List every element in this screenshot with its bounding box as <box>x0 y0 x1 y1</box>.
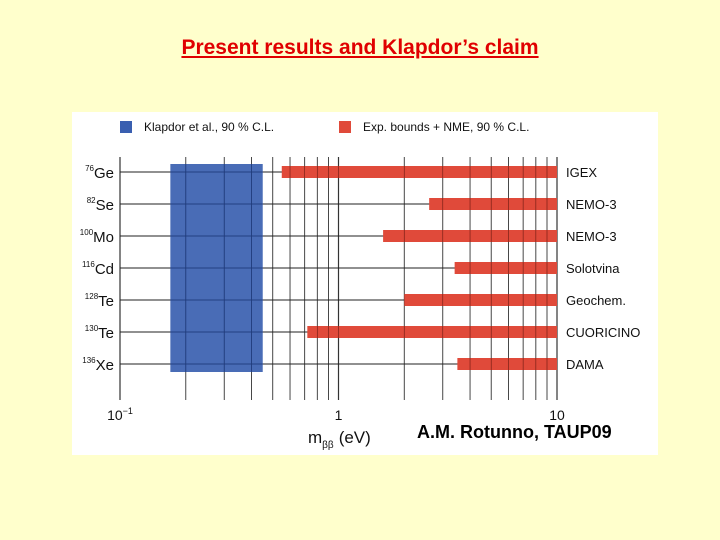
experiment-label: Geochem. <box>566 293 626 308</box>
bound-bar <box>457 358 557 370</box>
x-tick-base: 10 <box>549 407 565 423</box>
legend-label: Klapdor et al., 90 % C.L. <box>144 120 274 134</box>
isotope-mass: 100 <box>80 228 94 237</box>
experiment-label: DAMA <box>566 357 604 372</box>
isotope-element: Ge <box>94 165 114 182</box>
experiment-label: NEMO-3 <box>566 229 617 244</box>
bound-bar <box>429 198 557 210</box>
isotope-label: 136Xe <box>82 356 114 374</box>
experiment-label: IGEX <box>566 165 597 180</box>
isotope-element: Te <box>98 293 114 310</box>
legend-label: Exp. bounds + NME, 90 % C.L. <box>363 120 529 134</box>
experiment-label: Solotvina <box>566 261 620 276</box>
isotope-label: 128Te <box>85 292 114 310</box>
isotope-label: 82Se <box>87 196 114 214</box>
isotope-element: Cd <box>95 261 114 278</box>
figure-credit: A.M. Rotunno, TAUP09 <box>417 422 612 442</box>
isotope-label: 76Ge <box>85 164 114 182</box>
slide-title: Present results and Klapdor’s claim <box>181 36 539 59</box>
isotope-mass: 136 <box>82 356 96 365</box>
x-axis-label: mββ (eV) <box>308 428 371 451</box>
x-tick-label: 1 <box>335 407 343 423</box>
isotope-element: Xe <box>96 357 114 374</box>
experiment-label: NEMO-3 <box>566 197 617 212</box>
x-tick-label: 10 <box>549 407 565 423</box>
isotope-element: Te <box>98 325 114 342</box>
x-axis-label-sub: ββ <box>322 440 334 451</box>
x-tick-label: 10−1 <box>107 406 133 423</box>
chart-svg: 76Ge IGEX 82Se NEMO-3 100Mo NEMO-3 116Cd Solotv… <box>80 120 641 451</box>
isotope-label: 100Mo <box>80 228 114 246</box>
isotope-label: 130Te <box>85 324 114 342</box>
bound-bar <box>404 294 557 306</box>
x-axis-label-main: m <box>308 428 322 447</box>
x-tick-base: 1 <box>335 407 343 423</box>
legend-swatch <box>120 121 132 133</box>
isotope-element: Mo <box>93 229 114 246</box>
isotope-mass: 130 <box>85 324 99 333</box>
isotope-mass: 76 <box>85 164 94 173</box>
legend-swatch <box>339 121 351 133</box>
bound-bar <box>454 262 557 274</box>
isotope-element: Se <box>96 197 114 214</box>
x-tick-exp: −1 <box>123 406 133 416</box>
x-axis-label-unit: (eV) <box>339 428 371 447</box>
chart-figure: 76Ge IGEX 82Se NEMO-3 100Mo NEMO-3 116Cd Solotv… <box>72 112 658 455</box>
x-tick-base: 10 <box>107 407 123 423</box>
isotope-mass: 82 <box>87 196 96 205</box>
isotope-label: 116Cd <box>82 260 114 278</box>
experiment-label: CUORICINO <box>566 325 640 340</box>
bound-bar <box>281 166 557 178</box>
isotope-mass: 128 <box>85 292 99 301</box>
isotope-mass: 116 <box>82 260 95 269</box>
bound-bar <box>307 326 557 338</box>
